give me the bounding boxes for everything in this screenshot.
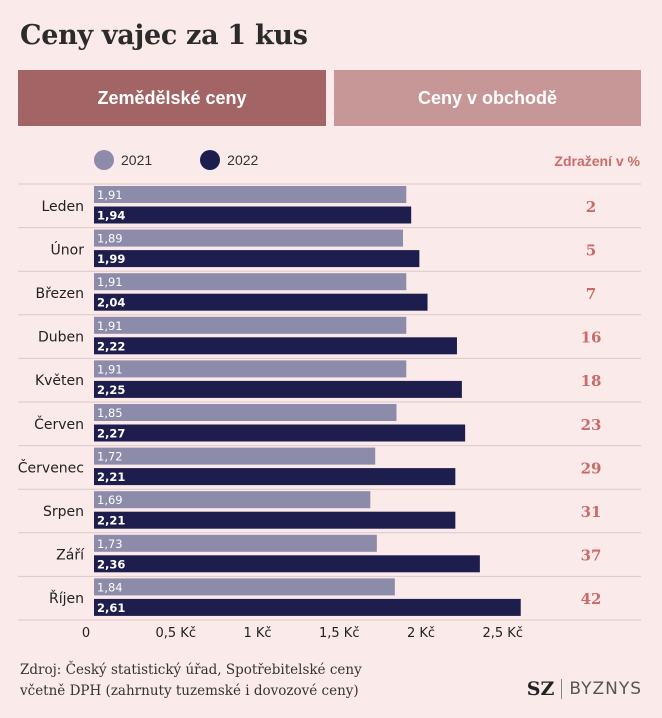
bar-2022 xyxy=(94,555,480,573)
legend-item-2021: 2021 xyxy=(94,150,152,170)
increase-value: 5 xyxy=(586,241,596,259)
increase-value: 2 xyxy=(586,198,596,216)
tab-ceny-v-obchode[interactable]: Ceny v obchodě xyxy=(334,70,641,126)
bar-2022 xyxy=(94,468,456,486)
chart-title: Ceny vajec za 1 kus xyxy=(20,20,308,51)
bar-2022 xyxy=(94,424,466,442)
x-tick-label: 0,5 Kč xyxy=(156,626,196,641)
bar-value-label: 2,25 xyxy=(97,383,125,397)
bar-2022 xyxy=(94,337,457,355)
bar-value-label: 2,27 xyxy=(97,427,125,441)
bar-2022 xyxy=(94,293,428,311)
brand-logo: SZ BYZNYS xyxy=(527,678,642,700)
month-label: Červenec xyxy=(18,458,84,476)
brand-sz: SZ xyxy=(526,678,555,700)
bar-2021 xyxy=(94,360,407,378)
month-label: Říjen xyxy=(49,590,84,607)
bar-value-label: 1,84 xyxy=(97,580,123,594)
legend-label-2022: 2022 xyxy=(227,152,259,168)
month-label: Srpen xyxy=(43,504,84,520)
source-line-2: včetně DPH (zahrnuty tuzemské i dovozové… xyxy=(20,683,359,699)
increase-value: 16 xyxy=(581,329,602,347)
month-label: Duben xyxy=(38,330,84,346)
x-tick-label: 2 Kč xyxy=(407,626,435,641)
x-tick-label: 1 Kč xyxy=(243,626,271,641)
bar-value-label: 1,99 xyxy=(97,252,125,266)
source-line-1: Zdroj: Český statistický úřad, Spotřebit… xyxy=(20,662,362,678)
increase-value: 18 xyxy=(581,372,602,390)
source-note: Zdroj: Český statistický úřad, Spotřebit… xyxy=(20,660,362,702)
bar-value-label: 2,21 xyxy=(97,514,125,528)
month-label: Květen xyxy=(35,373,84,389)
bar-value-label: 1,85 xyxy=(97,406,123,420)
increase-value: 23 xyxy=(581,416,602,434)
bar-2021 xyxy=(94,534,377,552)
bar-value-label: 1,89 xyxy=(97,232,123,246)
bar-value-label: 2,61 xyxy=(97,601,125,615)
month-label: Březen xyxy=(35,286,84,302)
increase-value: 29 xyxy=(581,459,602,477)
bar-2022 xyxy=(94,511,456,529)
month-label: Září xyxy=(56,548,85,564)
bar-value-label: 1,73 xyxy=(97,537,123,551)
x-tick-label: 2,5 Kč xyxy=(483,626,523,641)
brand-divider xyxy=(561,679,563,699)
bar-value-label: 1,91 xyxy=(97,319,123,333)
bar-2021 xyxy=(94,404,397,421)
legend-swatch-2022 xyxy=(200,150,221,170)
bar-value-label: 1,69 xyxy=(97,493,123,507)
bar-2021 xyxy=(94,491,371,509)
bar-2021 xyxy=(94,273,407,291)
bar-value-label: 1,91 xyxy=(97,188,123,202)
brand-byznys: BYZNYS xyxy=(569,679,642,699)
bar-2021 xyxy=(94,186,407,203)
bar-chart: Leden 1,91 1,94 2 Únor 1,89 1,99 5 Březen 1,91 2,0… xyxy=(18,183,641,641)
bar-value-label: 1,91 xyxy=(97,362,123,376)
bar-2022 xyxy=(94,598,521,616)
legend: 2021 2022 xyxy=(94,150,306,170)
bar-value-label: 2,22 xyxy=(97,339,125,353)
legend-label-2021: 2021 xyxy=(121,152,153,168)
legend-item-2022: 2022 xyxy=(200,150,258,170)
month-label: Červen xyxy=(34,415,84,433)
legend-swatch-2021 xyxy=(94,150,114,170)
bar-value-label: 1,72 xyxy=(97,450,123,464)
bar-value-label: 2,04 xyxy=(97,296,125,310)
tab-zemedelske-ceny[interactable]: Zemědělské ceny xyxy=(18,70,326,126)
x-tick-label: 0 xyxy=(82,626,90,641)
month-label: Leden xyxy=(41,199,84,215)
bar-2022 xyxy=(94,206,412,224)
increase-value: 37 xyxy=(581,547,602,565)
bar-2021 xyxy=(94,578,395,596)
x-tick-label: 1,5 Kč xyxy=(319,626,359,641)
increase-value: 31 xyxy=(581,503,602,521)
bar-2021 xyxy=(94,447,376,465)
increase-header: Zdražení v % xyxy=(554,153,640,169)
bar-2022 xyxy=(94,380,462,398)
bar-2021 xyxy=(94,229,404,247)
increase-value: 7 xyxy=(586,285,596,303)
bar-value-label: 2,21 xyxy=(97,470,125,484)
bar-2021 xyxy=(94,316,407,334)
bar-value-label: 2,36 xyxy=(97,557,125,571)
increase-value: 42 xyxy=(581,590,602,608)
bar-value-label: 1,94 xyxy=(97,209,125,223)
bar-2022 xyxy=(94,250,420,268)
bar-value-label: 1,91 xyxy=(97,275,123,289)
month-label: Únor xyxy=(51,240,85,258)
